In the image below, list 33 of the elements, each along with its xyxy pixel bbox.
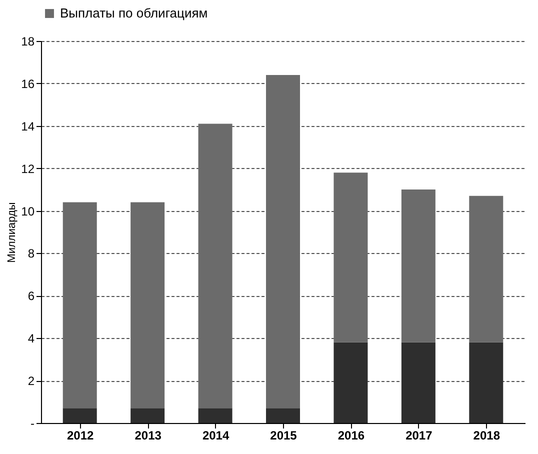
y-axis-title: Миллиарды: [6, 202, 18, 263]
x-tick-label: 2018: [473, 428, 500, 442]
y-tick-label: 2: [28, 374, 35, 388]
x-tick-label: 2014: [202, 428, 230, 442]
bar: [334, 342, 368, 423]
bar: [198, 408, 232, 423]
legend-label: Выплаты по облигациям: [60, 6, 208, 20]
bar: [334, 172, 368, 342]
bar: [401, 342, 436, 423]
y-tick-label: 16: [21, 76, 35, 91]
x-tick-label: 2015: [270, 428, 298, 442]
x-tick-label: 2016: [338, 428, 365, 442]
x-tick-label: 2013: [134, 428, 162, 442]
bar: [62, 202, 97, 408]
y-tick-label: 10: [21, 204, 35, 218]
bar: [469, 342, 504, 423]
x-tick-label: 2012: [67, 428, 94, 442]
y-tick-label: 8: [28, 246, 35, 261]
bar: [198, 124, 232, 408]
bar: [130, 408, 165, 423]
y-tick-label: 18: [21, 34, 35, 48]
bar: [469, 196, 504, 342]
bar: [62, 408, 97, 423]
y-tick-label: 14: [21, 119, 35, 134]
y-tick-label: 4: [28, 332, 35, 346]
bar: [266, 74, 300, 408]
bar: [130, 202, 165, 408]
y-tick-label: -: [30, 416, 34, 430]
bar: [266, 408, 300, 423]
y-tick-label: 12: [21, 162, 35, 176]
y-tick-label: 6: [28, 289, 35, 304]
x-tick-label: 2017: [406, 428, 433, 442]
bar: [401, 190, 436, 342]
